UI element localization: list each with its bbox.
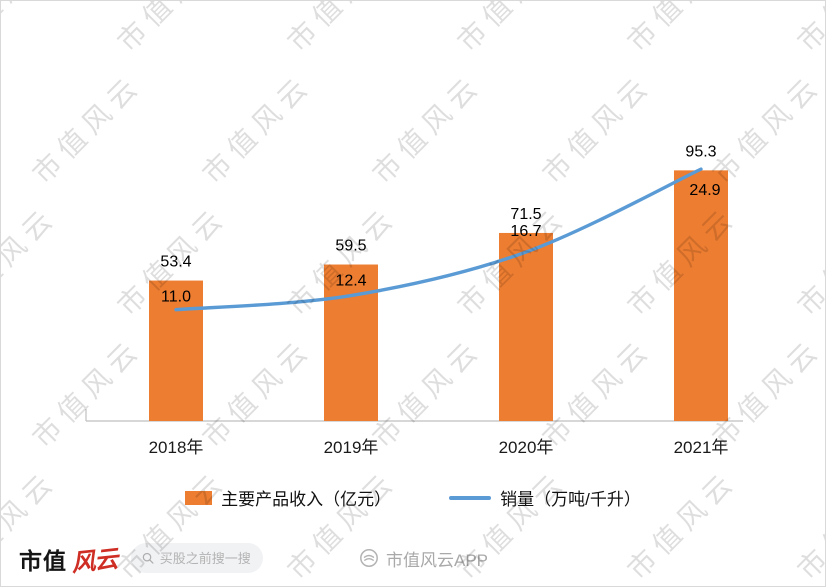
category-label-2019年: 2019年 — [324, 438, 379, 457]
search-icon — [142, 552, 154, 564]
bar-2018年 — [149, 280, 203, 421]
combo-chart: 53.4 59.5 71.5 95.3 11.0 12.4 16.7 24.9 2018年 201… — [85, 143, 743, 457]
bar-value-label: 53.4 — [160, 254, 191, 271]
category-label-2021年: 2021年 — [674, 438, 729, 457]
category-label-2018年: 2018年 — [149, 438, 204, 457]
brand-script-logo: 风云 — [69, 543, 119, 577]
bar-value-label: 59.5 — [335, 238, 366, 255]
brand-text: 市值 — [19, 548, 67, 574]
line-value-label: 24.9 — [689, 182, 720, 199]
app-brand: 市值风云APP — [359, 546, 488, 571]
legend-line-swatch — [449, 495, 492, 500]
chart-legend: 主要产品收入（亿元） 销量（万吨/千升） — [1, 485, 825, 510]
legend-label-revenue: 主要产品收入（亿元） — [221, 490, 392, 509]
footer-bar: 市值 风云 市值风云APP — [1, 530, 825, 586]
app-label: 市值风云APP — [386, 550, 489, 570]
legend-item-revenue: 主要产品收入（亿元） — [185, 485, 391, 510]
line-value-label: 12.4 — [335, 273, 366, 290]
bar-2021年 — [674, 170, 728, 421]
bar-2020年 — [499, 232, 553, 421]
bar-value-label: 71.5 — [510, 206, 541, 223]
search-input[interactable] — [159, 550, 252, 566]
brand-logo[interactable]: 市值 风云 — [19, 541, 119, 577]
category-label-2020年: 2020年 — [499, 438, 554, 457]
legend-item-sales: 销量（万吨/千升） — [449, 485, 641, 510]
sales-line — [174, 167, 703, 312]
fengyun-app-icon — [360, 549, 378, 567]
bar-value-label: 95.3 — [685, 143, 716, 160]
line-value-label: 11.0 — [161, 289, 191, 306]
legend-bar-swatch — [185, 490, 213, 505]
bar-2019年 — [324, 264, 378, 421]
legend-label-sales: 销量（万吨/千升） — [500, 490, 641, 509]
search-box[interactable] — [131, 543, 263, 573]
line-value-label: 16.7 — [510, 223, 541, 240]
